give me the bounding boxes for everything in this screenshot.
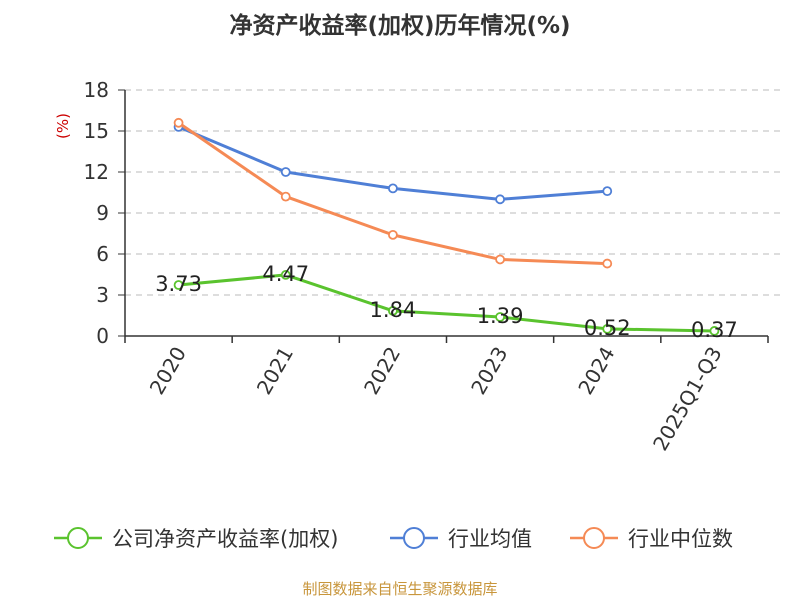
data-point [280,167,291,177]
data-point [173,280,184,290]
data-point [173,117,184,128]
data-label: 3.73 [155,272,202,296]
legend-item: 行业中位数 [570,527,733,551]
axes [118,89,769,343]
data-point [602,323,613,334]
data-point [280,270,291,280]
x-tick-label: 2020 [145,343,191,399]
y-axis-unit-label: (%) [54,113,72,139]
data-labels: 3.73 4.47 1.84 1.39 0.52 0.37 [155,262,738,342]
y-tick-label: 12 [84,160,109,184]
data-point [388,305,398,316]
series-line [178,273,715,333]
y-tick-label: 0 [96,324,109,348]
y-tick-label: 18 [84,78,109,102]
data-point [280,191,291,202]
y-tick-label: 6 [96,242,109,266]
legend-item: 行业均值 [390,527,532,551]
series-industry-mean [173,122,613,205]
x-tick-label: 2021 [252,343,298,399]
legend-label: 行业中位数 [628,527,733,551]
tick-labels: 0 3 6 9 12 15 18 2020 2021 2022 2023 2024 2025Q1-Q3 [84,78,727,455]
x-tick-label: 2022 [359,343,405,399]
data-point [388,229,398,240]
legend-marker [583,527,605,549]
gridlines [125,89,782,296]
x-tick-label: 2024 [573,343,619,399]
data-label: 1.84 [370,298,417,322]
data-label: 0.52 [584,316,631,340]
legend-item: 公司净资产收益率(加权) [54,527,338,551]
y-tick-label: 9 [96,201,109,225]
chart-title: 净资产收益率(加权)历年情况(%) [229,12,570,39]
x-tick-label: 2025Q1-Q3 [648,343,727,455]
data-point [602,258,613,269]
data-label: 4.47 [262,262,309,286]
data-point [495,312,505,322]
y-tick-label: 15 [84,119,109,143]
data-point [709,326,720,336]
legend-marker [403,527,425,549]
data-label: 1.39 [477,304,524,328]
series-group [173,117,720,336]
legend-label: 公司净资产收益率(加权) [112,527,338,551]
data-point [495,194,505,205]
series-industry-median [173,117,613,269]
legend: 公司净资产收益率(加权) 行业均值 行业中位数 [54,527,733,551]
legend-label: 行业均值 [448,527,532,551]
x-tick-label: 2023 [466,343,512,399]
data-point [495,254,505,265]
data-point [602,186,613,197]
data-point [388,183,398,194]
legend-marker [67,527,89,549]
source-note: 制图数据来自恒生聚源数据库 [302,580,497,598]
data-label: 0.37 [691,318,738,342]
y-tick-label: 3 [96,283,109,307]
series-company-roe [173,270,720,336]
